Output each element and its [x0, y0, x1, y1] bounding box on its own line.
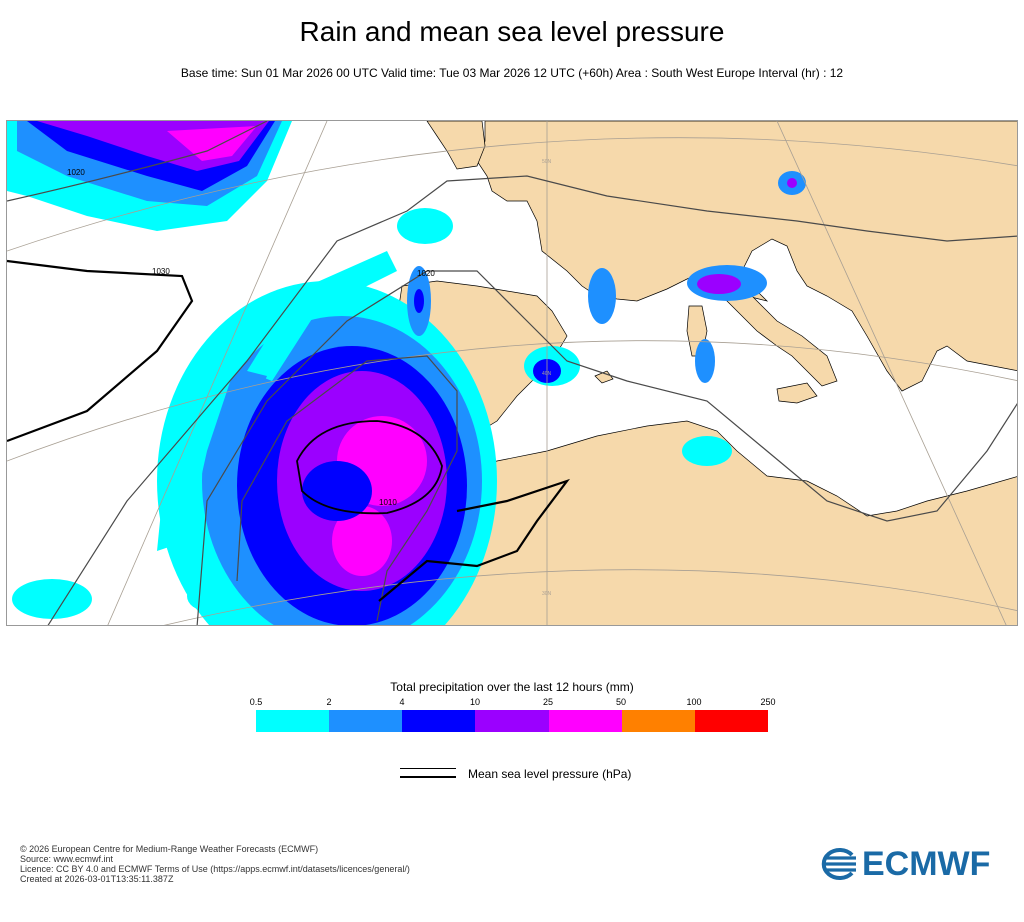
colorbar-segment [402, 710, 476, 732]
precip-colorbar [256, 710, 768, 732]
colorbar-segment [621, 710, 695, 732]
legend-tick: 4 [399, 697, 405, 707]
weather-map: 1020 1030 1020 1010 50N 40N 30N [6, 120, 1018, 626]
legend-tick: 0.5 [249, 697, 263, 707]
legend-tick: 100 [686, 697, 702, 707]
credits: © 2026 European Centre for Medium-Range … [20, 844, 410, 884]
isobar-label: 1030 [152, 267, 170, 276]
legend-tick: 50 [615, 697, 627, 707]
credits-line: Licence: CC BY 4.0 and ECMWF Terms of Us… [20, 864, 410, 874]
graticule-label: 50N [542, 159, 552, 165]
graticule-labels: 50N 40N 30N [542, 159, 552, 597]
ecmwf-logo: ECMWF [812, 844, 991, 883]
isobars [7, 121, 1017, 625]
isobar-labels: 1020 1030 1020 1010 [67, 168, 435, 507]
precip-small-cells [12, 171, 806, 619]
graticule-label: 30N [542, 591, 552, 597]
legend-tick: 2 [326, 697, 332, 707]
mslp-legend-line [400, 768, 456, 778]
chart-subtitle: Base time: Sun 01 Mar 2026 00 UTC Valid … [180, 66, 844, 80]
precip-northwest [7, 121, 292, 231]
colorbar-segment [548, 710, 622, 732]
isobar-label: 1020 [417, 269, 435, 278]
land-britain [426, 121, 486, 170]
ecmwf-logo-icon [821, 848, 856, 880]
colorbar-segment [256, 710, 330, 732]
legend-tick: 25 [542, 697, 554, 707]
ecmwf-logo-text: ECMWF [862, 844, 991, 883]
legend-title: Total precipitation over the last 12 hou… [390, 680, 634, 694]
credits-line: © 2026 European Centre for Medium-Range … [20, 844, 319, 854]
graticule [7, 121, 1017, 625]
colorbar-segment [329, 710, 403, 732]
colorbar-segment [475, 710, 549, 732]
graticule-label: 40N [542, 371, 552, 377]
legend-tick: 250 [760, 697, 776, 707]
credits-line: Created at 2026-03-01T13:35:11.387Z [20, 874, 174, 884]
isobar-label: 1010 [379, 498, 397, 507]
land-sicily [776, 382, 818, 404]
mslp-legend-label: Mean sea level pressure (hPa) [468, 767, 632, 781]
land-europe [476, 121, 1017, 392]
colorbar-segment [694, 710, 768, 732]
credits-line: Source: www.ecmwf.int [20, 854, 114, 864]
legend-tick: 10 [469, 697, 481, 707]
isobar-label: 1020 [67, 168, 85, 177]
map-canvas: 1020 1030 1020 1010 50N 40N 30N [7, 121, 1017, 625]
chart-title: Rain and mean sea level pressure [299, 16, 725, 47]
